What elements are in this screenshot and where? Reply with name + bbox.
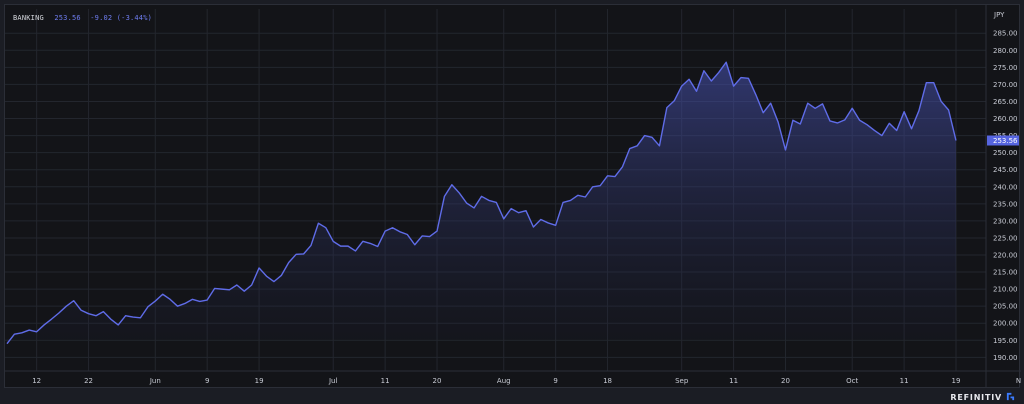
x-tick-label: 18 — [603, 377, 612, 385]
chart-panel[interactable]: JPY 190.00 195.00 200.00 205.00 210.00 215.00 2… — [4, 4, 1021, 389]
series-line — [6, 61, 957, 345]
y-tick-label: 250.00 — [993, 149, 1018, 157]
y-tick-label: 285.00 — [993, 30, 1018, 38]
chart-legend: BANKING 253.56 -9.02 (-3.44%) — [13, 14, 152, 22]
y-tick-label: 260.00 — [993, 115, 1018, 123]
y-tick-label: 205.00 — [993, 303, 1018, 311]
y-tick-label: 230.00 — [993, 217, 1018, 225]
series-area — [7, 62, 956, 344]
x-tick-label: 11 — [900, 377, 909, 385]
y-tick-label: 225.00 — [993, 234, 1018, 242]
brand-name: REFINITIV — [950, 393, 1002, 402]
x-tick-label: Jun — [149, 377, 161, 385]
legend-last-value: 253.56 — [54, 14, 81, 22]
y-tick-label: 195.00 — [993, 337, 1018, 345]
currency-label: JPY — [993, 11, 1005, 19]
x-tick-label: 22 — [84, 377, 93, 385]
last-value-label: 253.56 — [993, 137, 1018, 145]
y-tick-label: 270.00 — [993, 81, 1018, 89]
y-tick-label: 190.00 — [993, 354, 1018, 362]
y-tick-label: 245.00 — [993, 166, 1018, 174]
y-tick-label: 210.00 — [993, 286, 1018, 294]
refinitiv-logo-icon — [1006, 392, 1015, 401]
x-tick-label: Aug — [497, 377, 511, 385]
x-tick-label: Oct — [846, 377, 858, 385]
y-tick-label: 240.00 — [993, 183, 1018, 191]
legend-change: -9.02 (-3.44%) — [90, 14, 153, 22]
y-tick-label: 280.00 — [993, 47, 1018, 55]
x-tick-label: 11 — [381, 377, 390, 385]
price-chart[interactable]: JPY 190.00 195.00 200.00 205.00 210.00 215.00 2… — [5, 5, 1021, 389]
x-tick-label: Jul — [328, 377, 338, 385]
x-tick-label: 9 — [553, 377, 557, 385]
y-tick-label: 265.00 — [993, 98, 1018, 106]
x-tick-label: 9 — [205, 377, 209, 385]
last-value-badge — [987, 135, 1019, 146]
x-tick-label: 20 — [781, 377, 790, 385]
x-tick-label: 20 — [433, 377, 442, 385]
x-tick-label: Sep — [675, 377, 689, 385]
x-tick-label: 19 — [952, 377, 961, 385]
x-tick-label: 12 — [32, 377, 41, 385]
y-tick-label: 215.00 — [993, 269, 1018, 277]
y-tick-label: 200.00 — [993, 320, 1018, 328]
y-tick-label: 275.00 — [993, 64, 1018, 72]
footer-bar — [0, 388, 1024, 404]
legend-symbol: BANKING — [13, 14, 44, 22]
y-tick-label: 220.00 — [993, 252, 1018, 260]
x-tick-label: 19 — [255, 377, 264, 385]
x-tick-label: 11 — [729, 377, 738, 385]
x-tick-label: Nov — [1016, 377, 1021, 385]
y-tick-label: 235.00 — [993, 200, 1018, 208]
